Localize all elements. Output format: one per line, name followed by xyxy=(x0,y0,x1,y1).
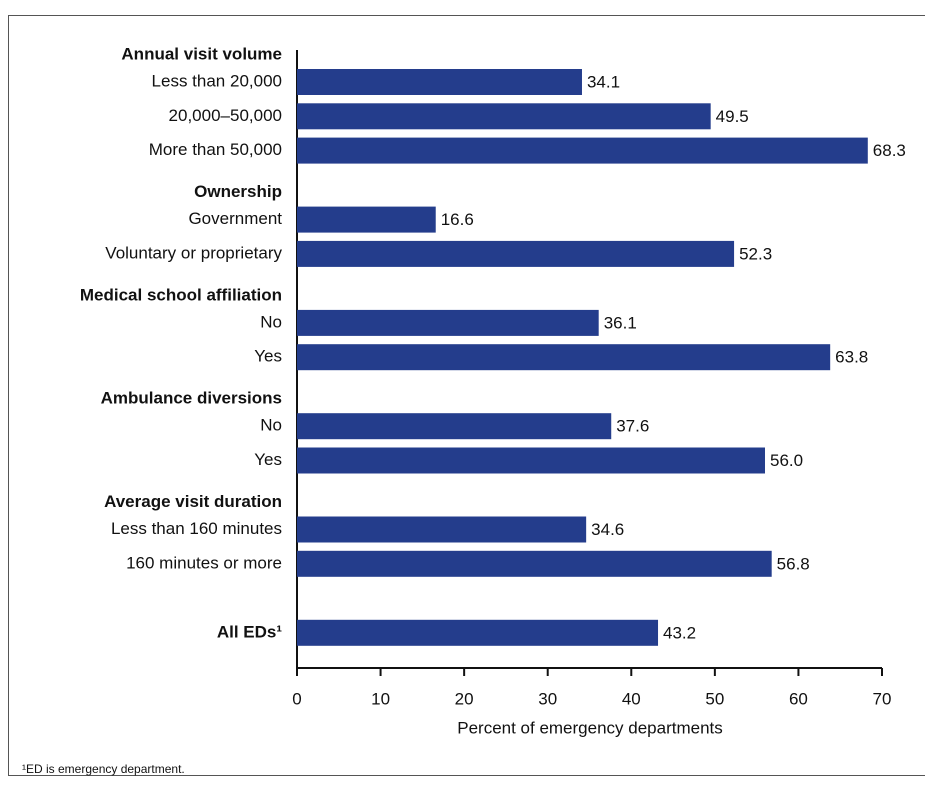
value-label: 56.0 xyxy=(770,451,803,470)
bar xyxy=(297,240,735,267)
bar xyxy=(297,344,831,371)
bar xyxy=(297,206,436,233)
x-tick-label: 30 xyxy=(538,689,557,708)
bar xyxy=(297,619,659,646)
frame xyxy=(8,15,925,776)
category-label: No xyxy=(260,312,282,331)
x-tick-label: 10 xyxy=(371,689,390,708)
group-label: Annual visit volume xyxy=(121,44,282,63)
x-tick-label: 40 xyxy=(622,689,641,708)
group-label: All EDs¹ xyxy=(217,622,283,641)
value-label: 68.3 xyxy=(873,141,906,160)
value-label: 37.6 xyxy=(616,417,649,436)
x-tick-label: 0 xyxy=(292,689,301,708)
value-label: 43.2 xyxy=(663,623,696,642)
category-label: Less than 20,000 xyxy=(152,71,282,90)
value-label: 56.8 xyxy=(777,554,810,573)
category-label: 20,000–50,000 xyxy=(169,106,282,125)
bar xyxy=(297,103,711,130)
x-tick-label: 20 xyxy=(455,689,474,708)
bar xyxy=(297,69,582,95)
category-label: Yes xyxy=(254,450,282,469)
group-label: Average visit duration xyxy=(104,492,282,511)
bar xyxy=(297,550,772,577)
bar xyxy=(297,516,587,543)
x-axis-label: Percent of emergency departments xyxy=(457,718,723,737)
bar xyxy=(297,413,612,440)
bar xyxy=(297,309,599,336)
group-label: Medical school affiliation xyxy=(80,285,282,304)
category-label: Government xyxy=(188,209,282,228)
group-label: Ownership xyxy=(194,182,282,201)
category-label: No xyxy=(260,416,282,435)
group-label: Ambulance diversions xyxy=(101,389,282,408)
category-label: More than 50,000 xyxy=(149,140,282,159)
x-tick-label: 50 xyxy=(705,689,724,708)
value-label: 34.6 xyxy=(591,520,624,539)
value-label: 49.5 xyxy=(716,107,749,126)
category-label: 160 minutes or more xyxy=(126,553,282,572)
value-label: 36.1 xyxy=(604,313,637,332)
value-label: 52.3 xyxy=(739,244,772,263)
x-tick-label: 70 xyxy=(873,689,892,708)
value-label: 63.8 xyxy=(835,348,868,367)
value-label: 16.6 xyxy=(441,210,474,229)
bar xyxy=(297,137,868,164)
category-label: Voluntary or proprietary xyxy=(105,243,282,262)
category-label: Yes xyxy=(254,347,282,366)
value-label: 34.1 xyxy=(587,72,620,91)
category-label: Less than 160 minutes xyxy=(111,519,282,538)
footnote: ¹ED is emergency department. xyxy=(22,762,185,776)
x-tick-label: 60 xyxy=(789,689,808,708)
bar xyxy=(297,447,765,474)
